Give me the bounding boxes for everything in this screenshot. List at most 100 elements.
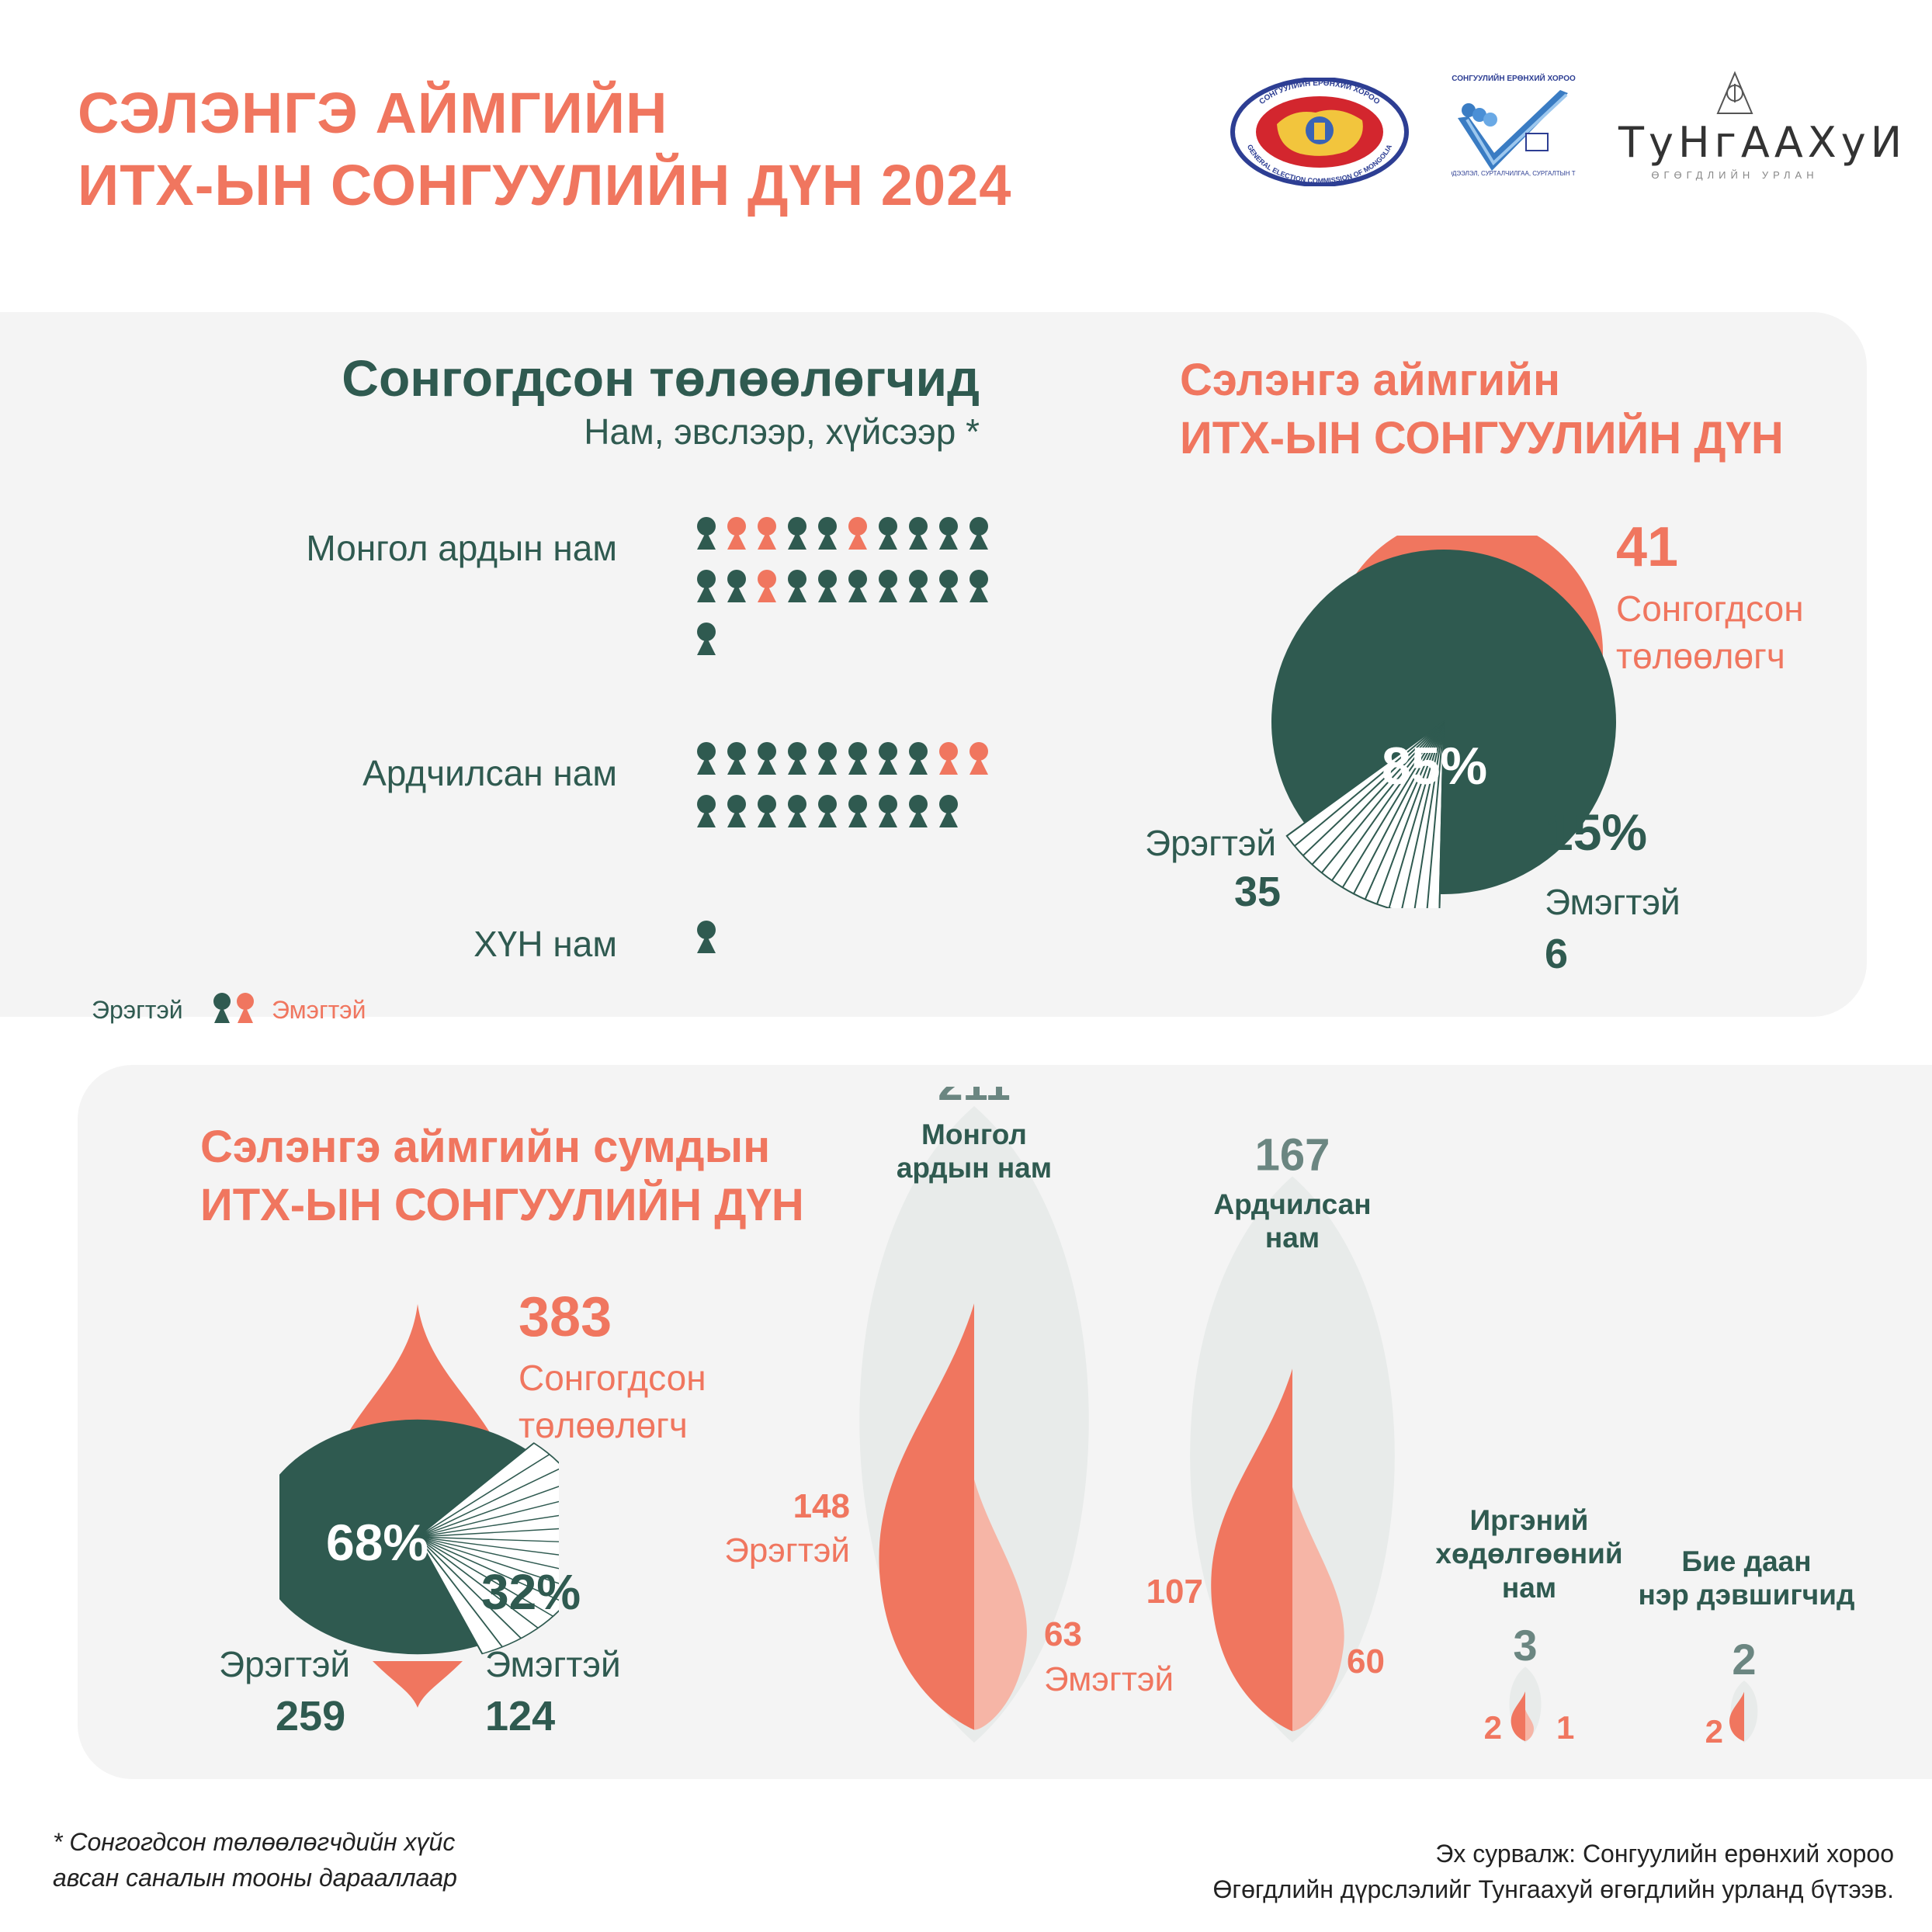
soum-title-line1: Сэлэнгэ аймгийн сумдын (200, 1122, 771, 1172)
soum-female-wedge (416, 1442, 559, 1655)
female-shape (1292, 1486, 1344, 1732)
male-glyph (818, 742, 837, 775)
page-title-line2: ИТХ-ЫН СОНГУУЛИЙН ДҮН 2024 (78, 152, 1012, 217)
party-bubble-1: 167 (1190, 1129, 1395, 1743)
page-title-line1: СЭЛЭНГЭ АЙМГИЙН (78, 81, 668, 145)
male-glyph (727, 570, 746, 602)
aimag-male-pct: 85% (1382, 737, 1487, 796)
party-name-civil: Иргэний хөдөлгөөний нам (1382, 1504, 1677, 1604)
female-glyph (758, 570, 776, 602)
party-bubble-2: 3 (1509, 1621, 1542, 1743)
female-glyph (848, 517, 867, 550)
party-label-dp: Ардчилсан нам (362, 753, 617, 793)
male-shape (1511, 1691, 1525, 1742)
legend-male-label: Эрэгтэй (92, 996, 183, 1024)
aimag-title: Сэлэнгэ аймгийн ИТХ-ЫН СОНГУУЛИЙН ДҮН (1180, 351, 1784, 468)
independent-male-count: 2 (1705, 1713, 1723, 1750)
male-glyph (818, 570, 837, 602)
soum-male-label: Эрэгтэй (219, 1644, 351, 1684)
soum-total-label-line1: Сонгогдсон (519, 1358, 706, 1398)
aimag-title-line1: Сэлэнгэ аймгийн (1180, 355, 1560, 405)
footer-source-line1: Эх сурвалж: Сонгуулийн ерөнхий хороо (1435, 1840, 1894, 1868)
party-total: 3 (1513, 1621, 1537, 1670)
aimag-male-label: Эрэгтэй (1145, 823, 1277, 863)
footer-note-line1: * Сонгогдсон төлөөлөгчдийн хүйс (53, 1828, 456, 1856)
male-glyph (727, 795, 746, 827)
soum-female-count: 124 (485, 1693, 556, 1739)
party-total: 211 (938, 1087, 1011, 1110)
party-bubble-3: 2 (1729, 1635, 1758, 1743)
footer-note: * Сонгогдсон төлөөлөгчдийн хүйс авсан са… (53, 1824, 457, 1896)
male-glyph (788, 742, 806, 775)
male-shape (1211, 1368, 1292, 1732)
footer-note-line2: авсан саналын тооны дарааллаар (53, 1864, 457, 1892)
party-name-mpp-line1: Монгол (921, 1119, 1027, 1150)
mpp-male-count: 148 (793, 1487, 850, 1525)
female-glyph (969, 742, 988, 775)
male-glyph (939, 570, 958, 602)
male-glyph (909, 742, 928, 775)
aimag-female-count: 6 (1545, 931, 1569, 977)
soum-male-pct: 68% (326, 1514, 428, 1571)
aimag-female-label: Эмэгтэй (1545, 882, 1681, 922)
male-glyph (758, 795, 776, 827)
male-shape (1729, 1691, 1744, 1742)
party-name-civil-line1: Иргэний (1469, 1504, 1589, 1536)
soum-total-label-line2: төлөөлөгч (519, 1404, 688, 1445)
footer-source: Эх сурвалж: Сонгуулийн ерөнхий хороо Өгө… (1009, 1836, 1894, 1908)
party-name-dp-line2: нам (1264, 1222, 1320, 1254)
male-glyph (848, 742, 867, 775)
soum-total-label: Сонгогдсон төлөөлөгч (519, 1354, 706, 1448)
soum-male-count: 259 (276, 1693, 346, 1739)
female-shape (974, 1479, 1027, 1730)
male-glyph (879, 742, 897, 775)
male-glyph (939, 517, 958, 550)
party-name-independent-line1: Бие даан (1681, 1545, 1812, 1577)
male-glyph (909, 517, 928, 550)
elected-glyph-chart (697, 517, 988, 953)
male-glyph (879, 570, 897, 602)
male-glyph (788, 570, 806, 602)
elected-title: Сонгогдсон төлөөлөгчид (342, 349, 980, 407)
aimag-female-wedge (1285, 720, 1445, 908)
mpp-male-label: Эрэгтэй (724, 1531, 850, 1570)
soum-title-line2: ИТХ-ЫН СОНГУУЛИЙН ДҮН (200, 1180, 804, 1231)
party-name-mpp: Монгол ардын нам (827, 1118, 1122, 1185)
party-name-dp-line1: Ардчилсан (1213, 1188, 1372, 1220)
footer-source-line2: Өгөгдлийн дүрслэлийг Тунгаахуй өгөгдлийн… (1212, 1875, 1894, 1904)
female-glyph (939, 742, 958, 775)
male-glyph (697, 623, 716, 655)
aimag-total-label: Сонгогдсон төлөөлөгч (1616, 585, 1804, 679)
party-name-mpp-line2: ардын нам (896, 1152, 1053, 1185)
tungaakhui-logo: ТуНгААХуИ ӨГӨГДЛИЙН УРЛАН (1618, 70, 1902, 194)
male-glyph (697, 795, 716, 827)
male-glyph (848, 570, 867, 602)
aimag-total: 41 (1616, 516, 1679, 578)
male-glyph (697, 517, 716, 550)
civil-female-count: 1 (1556, 1709, 1574, 1746)
male-glyph (969, 517, 988, 550)
soum-pie-chart: 68% (279, 1304, 559, 1708)
male-glyph (697, 742, 716, 775)
aimag-total-label-line2: төлөөлөгч (1616, 635, 1785, 676)
male-glyph (879, 795, 897, 827)
male-glyph (848, 795, 867, 827)
soum-female-pct: 32% (481, 1564, 581, 1620)
aimag-total-label-line1: Сонгогдсон (1616, 588, 1804, 629)
aimag-title-line2: ИТХ-ЫН СОНГУУЛИЙН ДҮН (1180, 413, 1784, 464)
party-name-civil-line2: хөдөлгөөний (1435, 1538, 1623, 1570)
page-title: СЭЛЭНГЭ АЙМГИЙН ИТХ-ЫН СОНГУУЛИЙН ДҮН 20… (78, 78, 1011, 221)
party-name-independent-line2: нэр дэвшигчид (1638, 1579, 1855, 1611)
tungaakhui-mark-icon (1716, 71, 1753, 114)
civil-male-count: 2 (1484, 1709, 1502, 1746)
legend-female-label: Эмэгтэй (272, 996, 366, 1024)
male-glyph (788, 795, 806, 827)
female-glyph (758, 517, 776, 550)
male-glyph (879, 517, 897, 550)
dp-male-count: 107 (1146, 1573, 1203, 1611)
voter-education-logo: СОНГУУЛИЙН ЕРӨНХИЙ ХОРОО МЭДЭЭЛЭЛ, СУРТА… (1452, 73, 1576, 177)
gec-emblem-logo: СОНГУУЛИЙН ЕРӨНХИЙ ХОРОО GENERAL ELECTIO… (1230, 78, 1409, 186)
male-glyph (697, 570, 716, 602)
mpp-female-count: 63 (1044, 1615, 1082, 1653)
party-label-mpp: Монгол ардын нам (306, 528, 617, 568)
